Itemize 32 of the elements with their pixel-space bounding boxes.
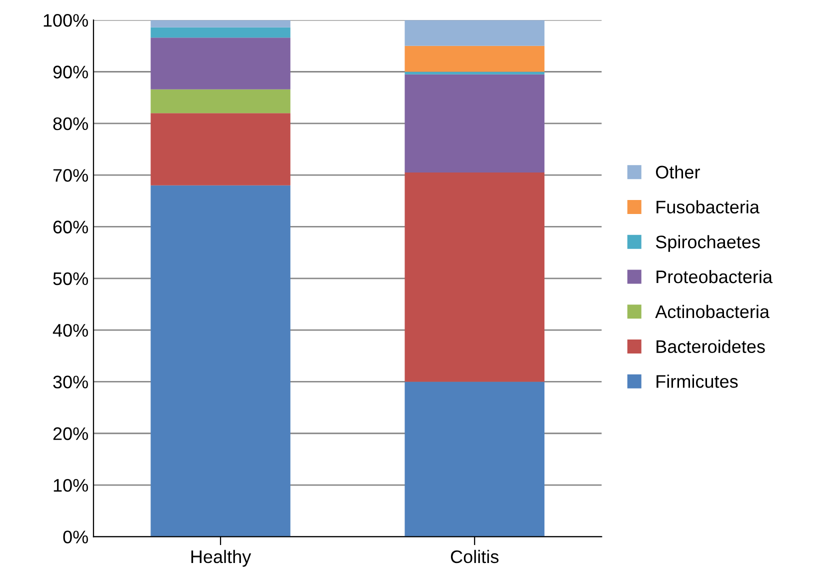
bar (150, 113, 290, 186)
y-tick-label: 50% (53, 272, 88, 286)
bar (150, 89, 290, 114)
bar (404, 172, 544, 382)
x-tick-label: Healthy (191, 550, 252, 567)
y-tick-label: 0% (63, 530, 88, 544)
legend-label: Fusobacteria (656, 200, 760, 214)
y-tick-label: 60% (53, 220, 88, 234)
bar (404, 74, 544, 172)
legend-label: Spirochaetes (656, 235, 760, 252)
bar (150, 27, 290, 38)
legend-label: Bacteroidetes (656, 340, 765, 354)
y-tick-label: 10% (54, 478, 88, 492)
y-tick-label: 40% (52, 324, 88, 337)
bar (150, 38, 290, 90)
legend-label: Other (656, 165, 700, 179)
x-tick-label: Colitis (450, 550, 499, 564)
y-tick-label: 80% (53, 117, 88, 130)
bar (404, 46, 544, 72)
y-tick-label: 70% (53, 169, 88, 182)
legend-label: Firmicutes (656, 374, 738, 388)
bar (150, 20, 290, 28)
bar (404, 382, 544, 537)
y-tick-label: 100% (44, 14, 88, 27)
y-tick-label: 30% (53, 376, 88, 388)
bar (150, 185, 290, 537)
y-tick-label: 20% (53, 427, 88, 440)
y-tick-label: 90% (53, 66, 88, 78)
bar (404, 72, 544, 74)
bar (404, 20, 544, 46)
legend-label: Proteobacteria (656, 270, 773, 284)
legend-label: Actinobacteria (655, 304, 770, 318)
